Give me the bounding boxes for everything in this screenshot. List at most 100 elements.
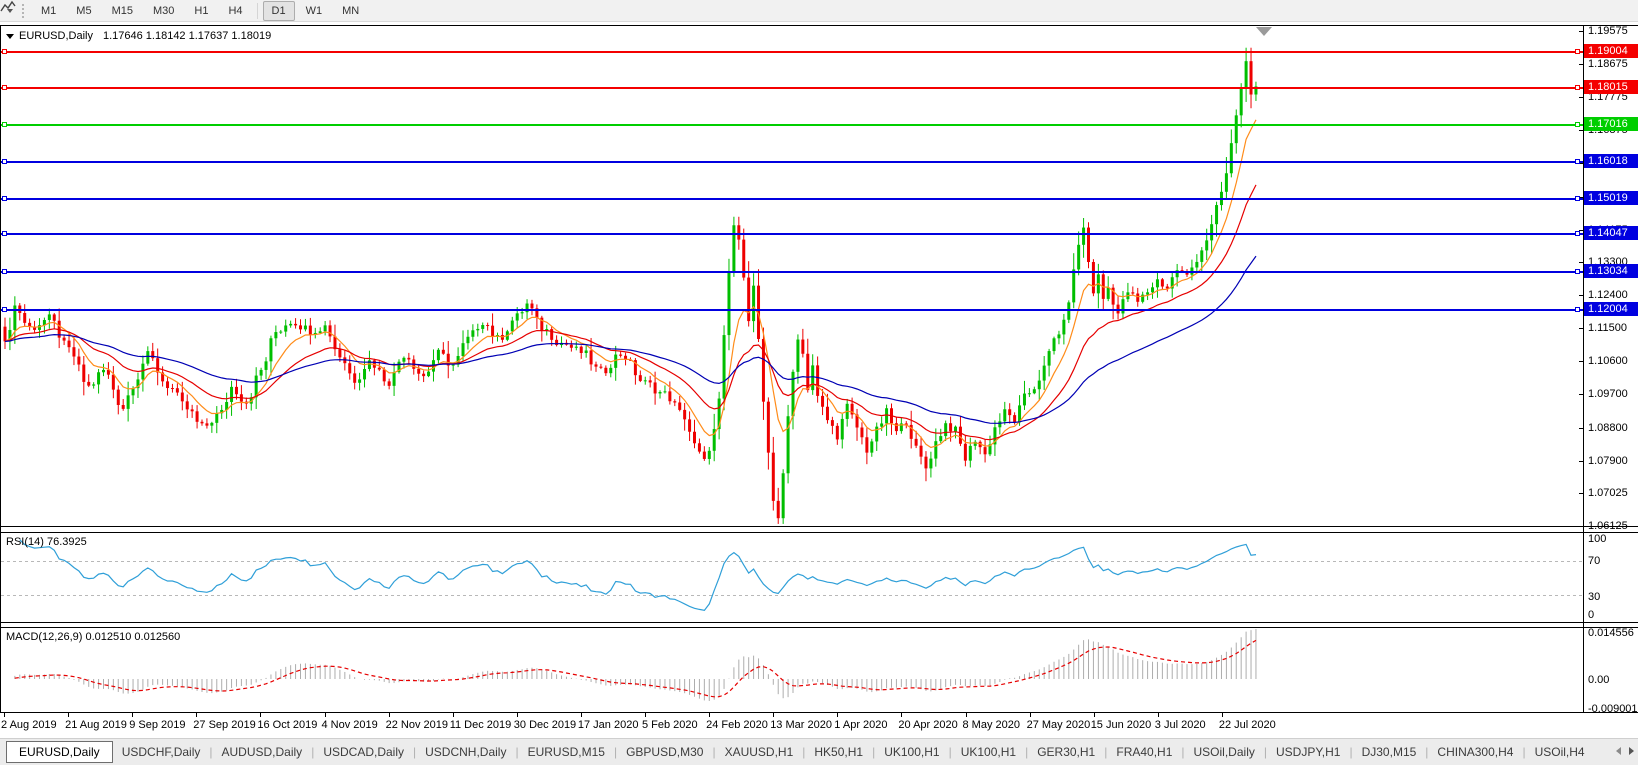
chart-ohlc-values: 1.17646 1.18142 1.17637 1.18019 (102, 30, 272, 42)
chart-tab-audusd-daily[interactable]: AUDUSD,Daily (221, 745, 303, 759)
line-anchor-handle[interactable] (1575, 48, 1580, 54)
timeframe-button-m1[interactable]: M1 (41, 4, 57, 17)
line-anchor-handle[interactable] (1575, 268, 1580, 274)
date-tick-label: 3 Jul 2020 (1154, 719, 1206, 731)
chart-tab-eurusd-m15[interactable]: EURUSD,M15 (527, 745, 605, 759)
date-tick-label: 22 Jul 2020 (1218, 719, 1276, 731)
line-anchor-handle[interactable] (1575, 122, 1580, 128)
line-anchor-handle[interactable] (2, 195, 7, 201)
line-anchor-handle[interactable] (2, 231, 7, 237)
timeframe-button-mn[interactable]: MN (342, 4, 360, 17)
chart-tab-usoil-daily[interactable]: USOil,Daily (1193, 745, 1255, 759)
toolbar-drag-handle[interactable] (22, 3, 26, 18)
timeframe-button-w1[interactable]: W1 (305, 4, 323, 17)
chart-tab-usdcnh-daily[interactable]: USDCNH,Daily (425, 745, 507, 759)
axis-tick (1579, 492, 1584, 494)
tab-scroll-right-icon[interactable] (1629, 747, 1634, 755)
date-tick (901, 713, 903, 717)
axis-tick (1579, 295, 1584, 297)
timeframe-button-m30[interactable]: M30 (152, 4, 175, 17)
chart-tab-gbpusd-m30[interactable]: GBPUSD,M30 (626, 745, 704, 759)
chart-tab-uk100-h1[interactable]: UK100,H1 (960, 745, 1017, 759)
chart-tab-usdchf-daily[interactable]: USDCHF,Daily (121, 745, 201, 759)
chart-tab-usoil-h4[interactable]: USOil,H4 (1534, 745, 1585, 759)
timeframe-button-m15[interactable]: M15 (111, 4, 133, 17)
macd-indicator-panel[interactable]: MACD(12,26,9) 0.012510 0.012560 (1, 628, 1583, 712)
price-line-tag: 1.18015 (1584, 80, 1638, 95)
chart-title: EURUSD,Daily 1.17646 1.18142 1.17637 1.1… (6, 30, 271, 42)
axis-tick (1579, 196, 1584, 198)
horizontal-price-line[interactable] (1, 308, 1583, 311)
date-tick-label: 5 Feb 2020 (642, 719, 698, 731)
tab-scroll-left-icon[interactable] (1616, 747, 1621, 755)
chart-tab-usdcad-daily[interactable]: USDCAD,Daily (323, 745, 404, 759)
chart-tab-china300-h4[interactable]: CHINA300,H4 (1437, 745, 1514, 759)
horizontal-price-line[interactable] (1, 124, 1583, 127)
line-anchor-handle[interactable] (2, 122, 7, 128)
date-tick (68, 713, 70, 717)
chart-left-border (0, 25, 1, 712)
chart-tab-eurusd-daily[interactable]: EURUSD,Daily (6, 741, 113, 763)
rsi-axis-label: 100 (1588, 533, 1607, 545)
panel-splitter[interactable] (0, 627, 1638, 628)
chart-type-button[interactable] (0, 0, 17, 22)
axis-tick (1579, 163, 1584, 165)
chart-tab-usdjpy-h1[interactable]: USDJPY,H1 (1275, 745, 1341, 759)
date-tick-label: 20 Apr 2020 (898, 719, 958, 731)
axis-tick (1579, 328, 1584, 330)
tab-separator: | (1025, 745, 1029, 759)
date-tick-label: 13 Mar 2020 (770, 719, 832, 731)
price-line-tag: 1.12004 (1584, 301, 1638, 316)
chart-dropdown-icon (6, 33, 14, 39)
chart-tab-fra40-h1[interactable]: FRA40,H1 (1116, 745, 1173, 759)
chart-tab-ger30-h1[interactable]: GER30,H1 (1037, 745, 1096, 759)
chart-shift-marker-icon[interactable] (1256, 27, 1272, 36)
line-anchor-handle[interactable] (2, 85, 7, 91)
macd-axis-label: 0.00 (1588, 674, 1610, 686)
line-anchor-handle[interactable] (2, 306, 7, 312)
line-anchor-handle[interactable] (2, 268, 7, 274)
panel-splitter[interactable] (0, 532, 1638, 533)
line-anchor-handle[interactable] (1575, 195, 1580, 201)
line-anchor-handle[interactable] (2, 48, 7, 54)
horizontal-price-line[interactable] (1, 197, 1583, 200)
horizontal-price-line[interactable] (1, 50, 1583, 53)
panel-splitter[interactable] (0, 526, 1638, 527)
line-anchor-handle[interactable] (1575, 158, 1580, 164)
rsi-label: RSI(14) 76.3925 (6, 536, 87, 548)
chart-symbol-label: EURUSD,Daily (19, 30, 93, 42)
line-anchor-handle[interactable] (1575, 306, 1580, 312)
chart-tab-dj30-m15[interactable]: DJ30,M15 (1361, 745, 1417, 759)
date-tick (132, 713, 134, 717)
horizontal-price-line[interactable] (1, 87, 1583, 90)
timeframe-button-h1[interactable]: H1 (194, 4, 209, 17)
panel-splitter[interactable] (0, 622, 1638, 623)
price-line-tag: 1.13034 (1584, 263, 1638, 278)
date-tick (837, 713, 839, 717)
chart-tab-xauusd-h1[interactable]: XAUUSD,H1 (724, 745, 794, 759)
line-anchor-handle[interactable] (2, 158, 7, 164)
timeframe-toolbar: M1 M5 M15 M30 H1 H4 D1 W1 MN (0, 0, 1638, 22)
timeframe-button-h4[interactable]: H4 (228, 4, 243, 17)
horizontal-price-line[interactable] (1, 270, 1583, 273)
date-tick-label: 22 Nov 2019 (385, 719, 448, 731)
price-tick-label: 1.09700 (1588, 388, 1628, 401)
chart-tab-uk100-h1[interactable]: UK100,H1 (884, 745, 940, 759)
candlestick-chart[interactable]: EURUSD,Daily 1.17646 1.18142 1.17637 1.1… (1, 26, 1583, 526)
rsi-indicator-panel[interactable]: RSI(14) 76.3925 (1, 533, 1583, 622)
line-anchor-handle[interactable] (1575, 231, 1580, 237)
horizontal-price-line[interactable] (1, 233, 1583, 236)
timeframe-button-d1[interactable]: D1 (262, 0, 295, 21)
tab-separator: | (712, 745, 716, 759)
chart-top-border (0, 25, 1638, 26)
price-tick-label: 1.18675 (1588, 58, 1628, 71)
line-anchor-handle[interactable] (1575, 85, 1580, 91)
horizontal-price-line[interactable] (1, 160, 1583, 163)
timeframe-button-m5[interactable]: M5 (76, 4, 92, 17)
price-line-tag: 1.15019 (1584, 190, 1638, 205)
date-axis[interactable]: 2 Aug 2019 21 Aug 2019 9 Sep 2019 27 Sep 20… (0, 713, 1638, 738)
chart-tab-hk50-h1[interactable]: HK50,H1 (814, 745, 864, 759)
chevron-down-icon (7, 8, 13, 13)
price-line-tag: 1.14047 (1584, 226, 1638, 241)
